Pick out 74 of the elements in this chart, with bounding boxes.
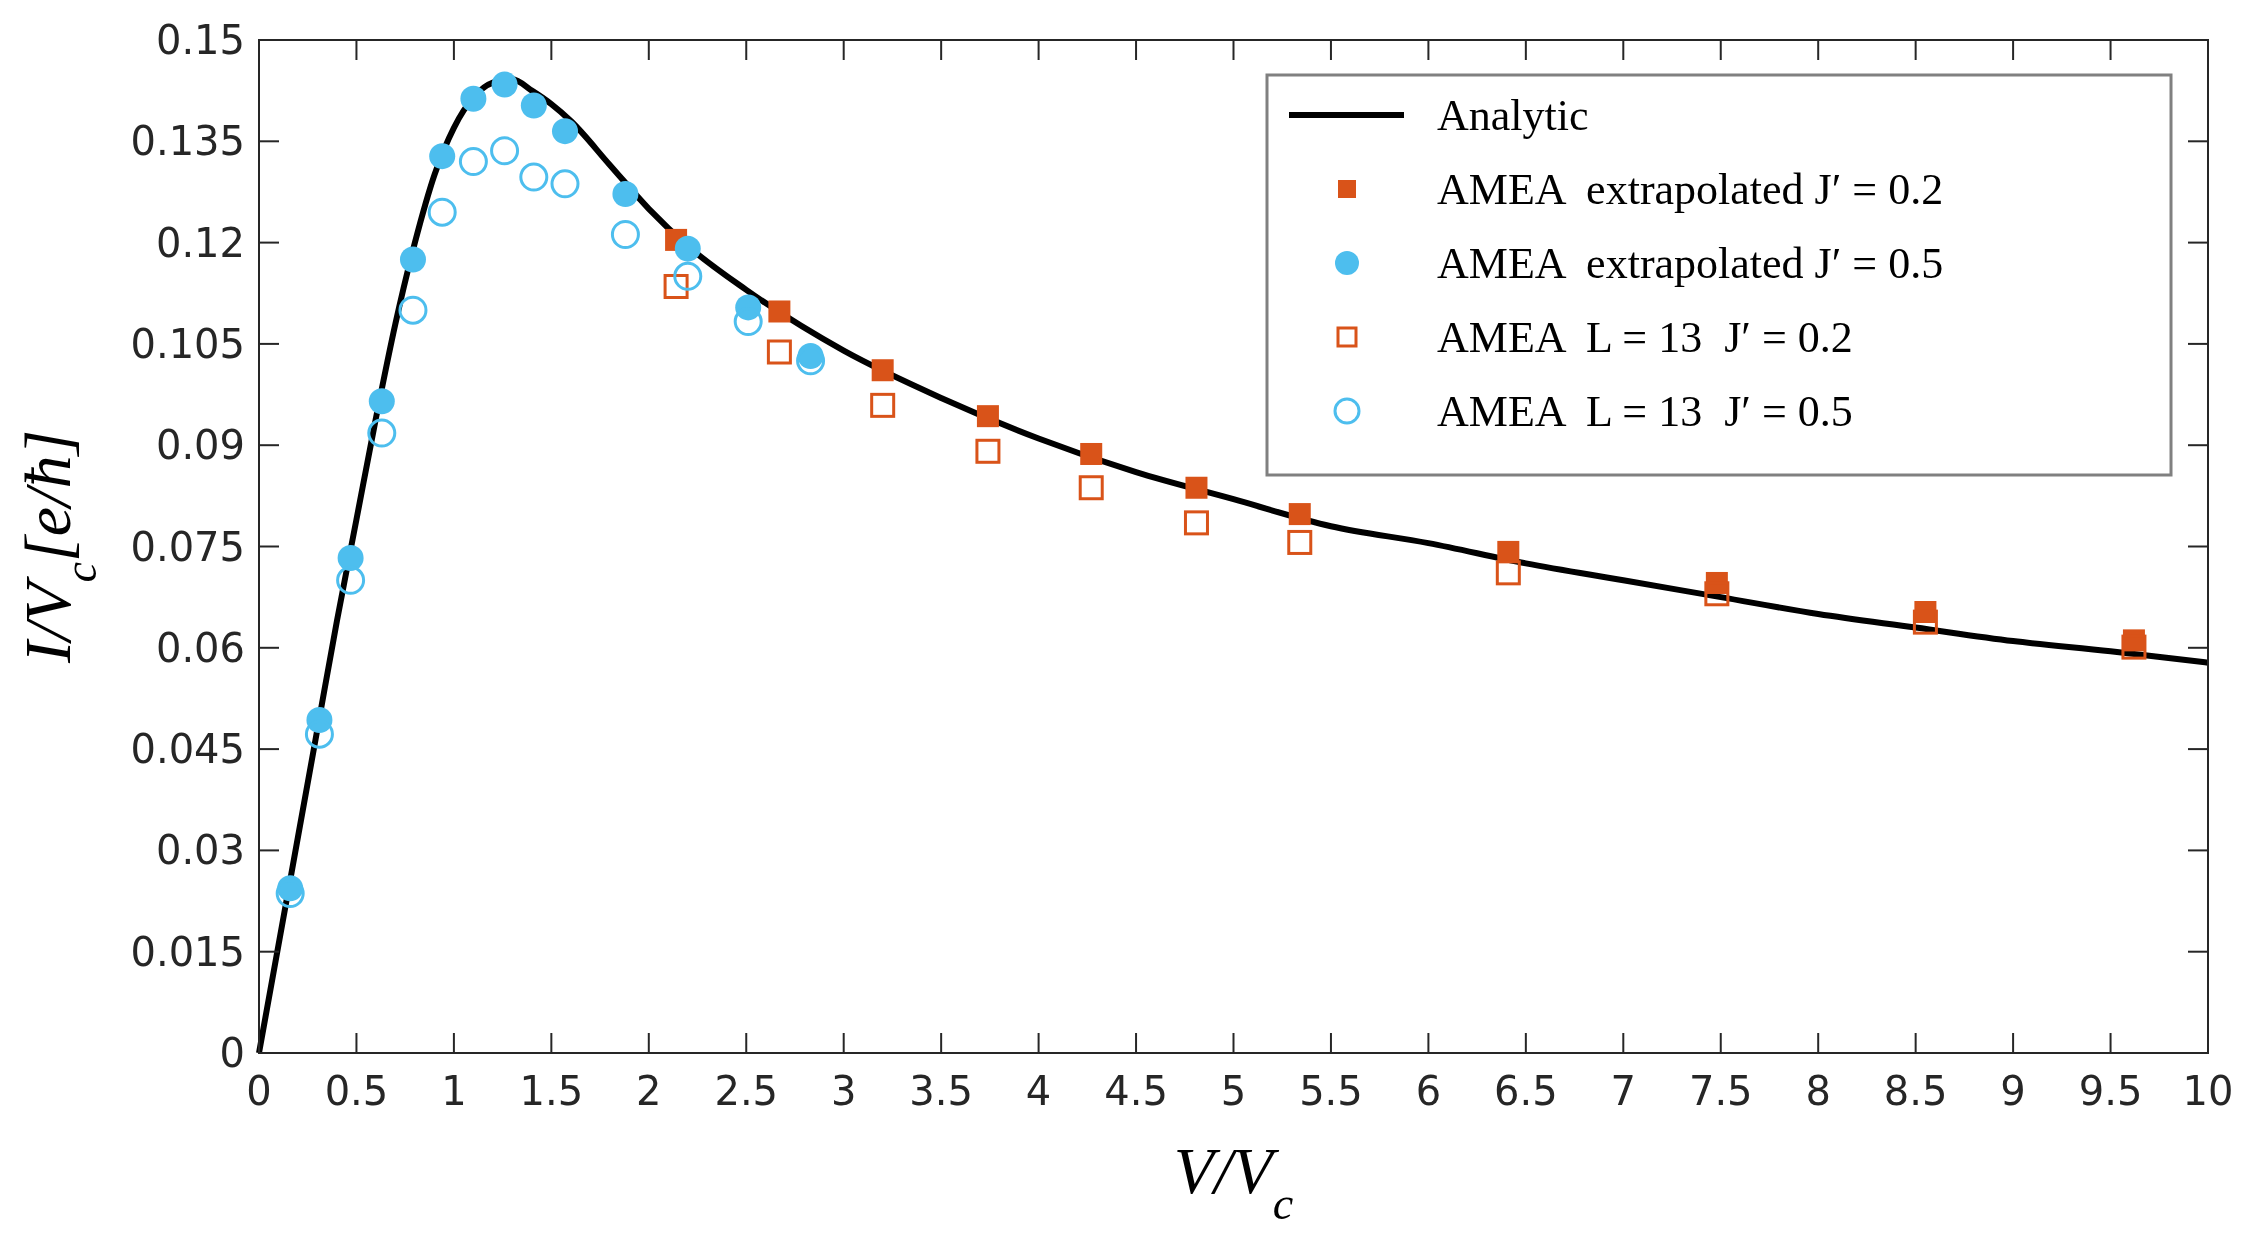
point (490, 136, 520, 166)
x-tick-label: 3.5 (909, 1068, 973, 1114)
point (429, 143, 456, 170)
y-tick-label: 0.09 (155, 422, 245, 469)
point (1288, 503, 1311, 526)
y-tick-label: 0.15 (155, 17, 245, 63)
point (766, 339, 792, 365)
point (1185, 476, 1208, 499)
point (663, 274, 689, 299)
point (520, 92, 547, 119)
point (2121, 634, 2147, 660)
x-tick-label: 6 (1415, 1068, 1442, 1114)
point (1912, 609, 1938, 635)
x-tick-label: 5 (1220, 1068, 1247, 1114)
point (368, 388, 395, 415)
x-tick-label: 4.5 (1104, 1068, 1168, 1114)
point (398, 295, 428, 325)
point (768, 300, 791, 323)
point (871, 359, 894, 382)
y-tick-label: 0.105 (130, 320, 245, 367)
point (870, 392, 896, 418)
point (674, 235, 701, 262)
point (337, 544, 364, 571)
point (975, 438, 1001, 464)
point (1078, 475, 1104, 501)
x-tick-label: 5.5 (1299, 1068, 1363, 1114)
legend-label: Analytic (1437, 90, 1589, 140)
point (336, 565, 366, 595)
point (1183, 510, 1209, 536)
y-tick-label: 0.12 (155, 219, 245, 266)
point (673, 261, 703, 291)
x-tick-label: 3 (830, 1068, 857, 1114)
legend-label: AMEA extrapolated J′ = 0.5 (1437, 238, 1944, 288)
point (1080, 442, 1103, 465)
point (519, 162, 549, 192)
point (399, 246, 426, 273)
y-tick-label: 0.015 (130, 928, 245, 975)
point (491, 71, 518, 98)
point (551, 118, 578, 145)
x-tick-label: 10 (2182, 1068, 2234, 1114)
y-tick-label: 0.075 (130, 523, 245, 570)
x-tick-label: 6.5 (1494, 1068, 1558, 1114)
y-tick-label: 0.045 (130, 726, 245, 773)
x-tick-label: 1.5 (519, 1068, 584, 1114)
point (1495, 560, 1521, 586)
legend-label: AMEA extrapolated J′ = 0.2 (1437, 164, 1944, 214)
y-tick-label: 0 (219, 1030, 245, 1076)
point (1287, 529, 1313, 555)
point (976, 405, 999, 428)
x-tick-label: 2.5 (714, 1068, 779, 1114)
point (1704, 581, 1730, 607)
point (612, 180, 639, 207)
legend-label: AMEA L = 13 J′ = 0.2 (1437, 312, 1853, 362)
point (427, 197, 457, 227)
point (550, 169, 580, 199)
x-tick-label: 8.5 (1883, 1068, 1948, 1114)
x-axis-title: V/V$_{c}$ (1173, 1134, 1294, 1229)
point (460, 85, 487, 112)
x-tick-label: 1 (441, 1068, 467, 1114)
point (367, 418, 397, 448)
x-tick-label: 7.5 (1688, 1068, 1753, 1114)
y-tick-label: 0.135 (130, 118, 245, 165)
y-tick-label: 0.06 (155, 624, 245, 671)
x-tick-label: 0.5 (324, 1068, 389, 1114)
y-tick-label: 0.03 (155, 827, 245, 874)
x-tick-label: 9.5 (2078, 1068, 2143, 1114)
x-tick-label: 7 (1610, 1068, 1637, 1114)
point (458, 147, 488, 177)
legend-label: AMEA L = 13 J′ = 0.5 (1437, 386, 1853, 436)
x-tick-label: 8 (1805, 1068, 1831, 1114)
point (610, 220, 640, 249)
x-tick-label: 9 (2000, 1068, 2026, 1114)
x-tick-label: 2 (636, 1068, 662, 1114)
x-tick-label: 4 (1025, 1068, 1052, 1114)
